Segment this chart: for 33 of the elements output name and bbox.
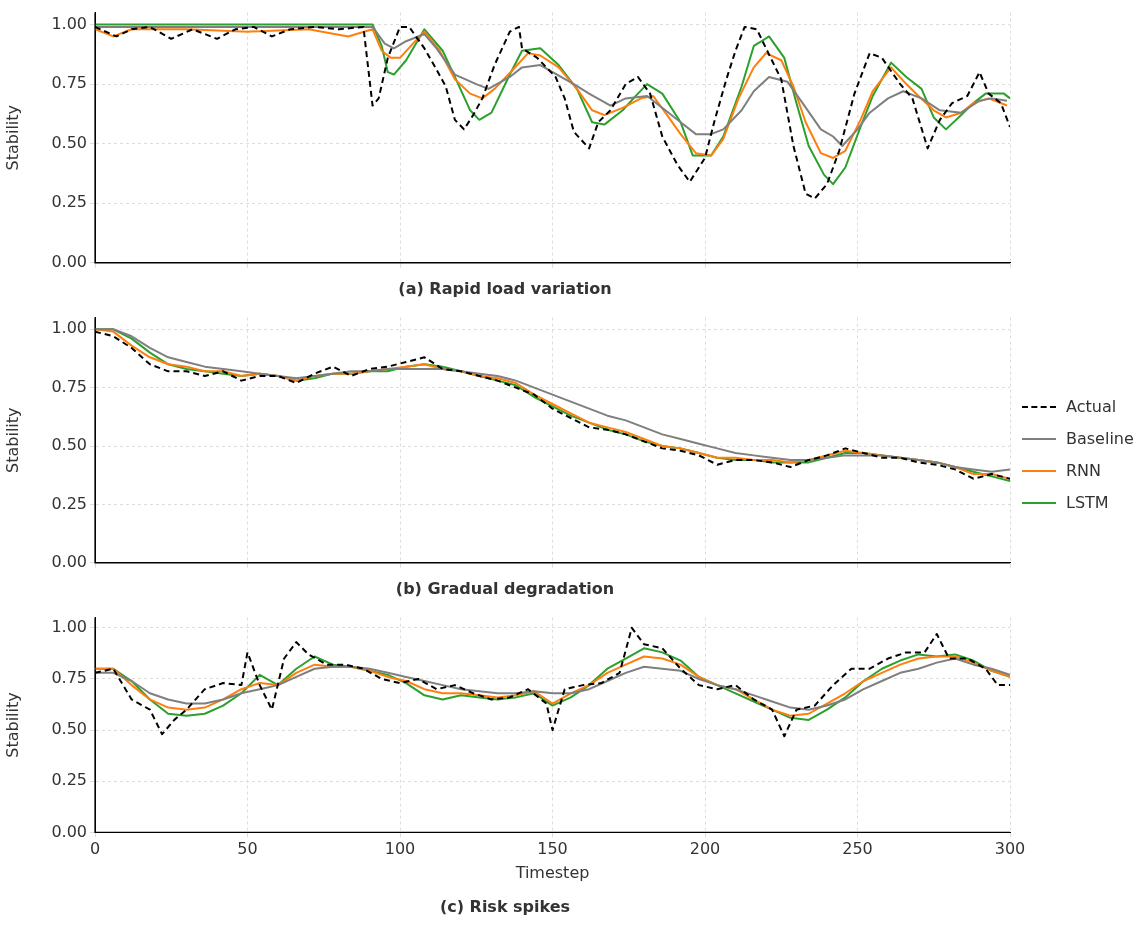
text: (a) Rapid load variation	[398, 278, 612, 298]
y-axis-title: Stability	[2, 104, 22, 171]
legend-label: LSTM	[1066, 492, 1109, 514]
x-tick-label: 250	[842, 839, 873, 859]
y-tick-label: 0.00	[51, 251, 87, 271]
y-tick-label: 0.00	[51, 551, 87, 571]
y-tick-label: 0.00	[51, 821, 87, 841]
y-axis-title: Stability	[2, 407, 22, 473]
y-tick-label: 0.50	[51, 132, 87, 152]
legend-label: Baseline	[1066, 428, 1134, 450]
y-tick-label: 1.00	[51, 13, 87, 33]
legend-label: Actual	[1066, 396, 1117, 418]
y-tick-label: 0.75	[51, 668, 87, 688]
y-tick-label: 0.50	[51, 435, 87, 455]
y-tick-label: 0.75	[51, 73, 87, 93]
y-tick-label: 1.00	[51, 616, 87, 636]
y-tick-label: 0.75	[51, 376, 87, 396]
x-tick-label: 100	[384, 839, 416, 859]
x-tick-label: 50	[237, 839, 258, 859]
y-tick-label: 0.50	[51, 719, 87, 739]
y-tick-label: 1.00	[51, 318, 87, 338]
x-tick-label: 0	[89, 839, 101, 859]
y-tick-label: 0.25	[51, 770, 87, 790]
y-axis-title: Stability	[2, 692, 22, 758]
x-tick-label: 150	[537, 839, 568, 859]
x-tick-label: 300	[994, 839, 1026, 859]
x-tick-label: 200	[689, 839, 721, 859]
legend-label: RNN	[1066, 460, 1102, 482]
text: (c) Risk spikes	[439, 896, 571, 916]
y-tick-label: 0.25	[51, 493, 87, 513]
x-axis-title: Timestep	[514, 863, 590, 883]
text: (b) Gradual degradation	[395, 578, 615, 598]
y-tick-label: 0.25	[51, 192, 87, 212]
